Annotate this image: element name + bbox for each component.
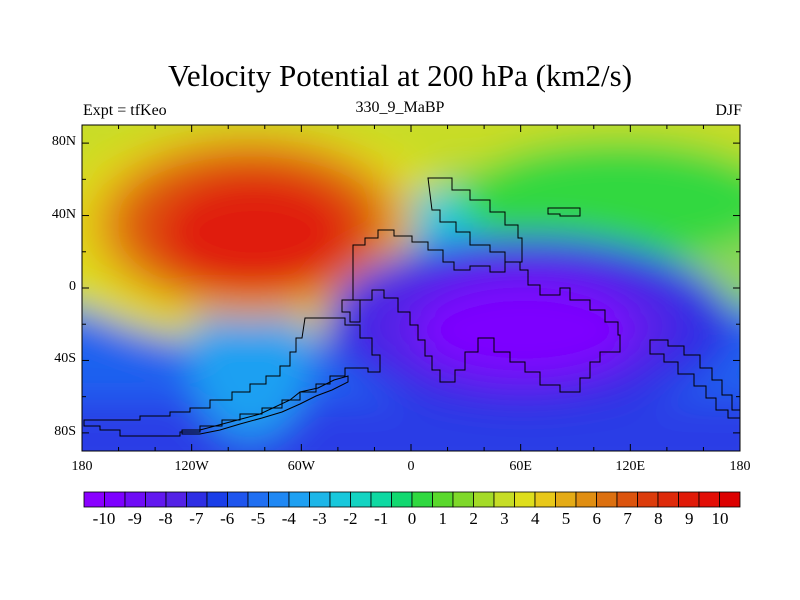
run-label: 330_9_MaBP	[355, 99, 445, 116]
field-purple-core	[415, 280, 635, 380]
colorbar-swatch	[616, 491, 638, 508]
continent-outline	[83, 317, 381, 437]
lon-tick-label: 120E	[615, 459, 646, 474]
lon-tick-label: 60E	[509, 459, 532, 474]
colorbar-swatch	[719, 491, 741, 508]
colorbar-swatch	[391, 491, 413, 508]
colorbar-swatch	[698, 491, 720, 508]
lon-tick-label: 0	[407, 459, 415, 474]
colorbar-swatch	[124, 491, 146, 508]
colorbar-swatch	[104, 491, 126, 508]
colorbar-swatch	[575, 491, 597, 508]
colorbar-label: 2	[469, 509, 478, 528]
colorbar-swatch	[247, 491, 269, 508]
page-title: Velocity Potential at 200 hPa (km2/s)	[167, 58, 633, 93]
colorbar-swatch	[514, 491, 536, 508]
colorbar-swatch	[309, 491, 331, 508]
lat-tick-label: 40S	[54, 351, 76, 367]
colorbar-label: -10	[92, 509, 116, 528]
colorbar-swatch	[350, 491, 372, 508]
colorbar-swatch	[534, 491, 556, 508]
continent-outline	[427, 177, 523, 263]
field-polar-band	[82, 400, 740, 451]
colorbar-label: -4	[281, 509, 296, 528]
colorbar-swatch	[145, 491, 167, 508]
lat-tick-label: 40N	[51, 206, 76, 222]
colorbar-swatch	[329, 491, 351, 508]
colorbar-swatch	[452, 491, 474, 508]
lon-tick-label: 180	[729, 459, 751, 474]
colorbar-label: 9	[684, 509, 694, 528]
field-green-zone	[460, 140, 740, 260]
lat-tick-label: 0	[69, 279, 76, 294]
colorbar-label: 0	[407, 509, 417, 528]
colorbar-swatch	[432, 491, 454, 508]
continent-outline	[547, 207, 581, 217]
colorbar-label: 10	[711, 509, 729, 528]
lat-tick-label: 80N	[51, 134, 76, 150]
colorbar-swatch	[473, 491, 495, 508]
continent-outline	[341, 299, 361, 323]
colorbar-label: -6	[220, 509, 235, 528]
colorbar-label: 5	[561, 509, 571, 528]
colorbar-swatch	[268, 491, 290, 508]
coastline-layer	[83, 177, 740, 437]
colorbar-swatch	[227, 491, 249, 508]
colorbar-label: -1	[374, 509, 389, 528]
experiment-label: Expt = tfKeo	[83, 102, 167, 119]
colorbar	[83, 491, 741, 508]
colorbar-label: -3	[312, 509, 327, 528]
lon-tick-label: 60W	[287, 459, 315, 474]
colorbar-label: -5	[250, 509, 266, 528]
colorbar-swatch	[370, 491, 392, 508]
continent-outline	[649, 339, 740, 419]
continent-outline	[352, 229, 621, 393]
lat-tick-label: 80S	[54, 423, 76, 439]
colorbar-swatch	[186, 491, 208, 508]
colorbar-label: -8	[158, 509, 173, 528]
colorbar-swatch	[555, 491, 577, 508]
colorbar-swatch	[493, 491, 515, 508]
season-label: DJF	[715, 102, 742, 119]
lon-tick-label: 180	[71, 459, 93, 474]
colorbar-swatch	[657, 491, 679, 508]
colorbar-swatch	[165, 491, 187, 508]
colorbar-swatch	[206, 491, 228, 508]
colorbar-label: -2	[343, 509, 358, 528]
field-red-core	[160, 177, 350, 287]
colorbar-label: 7	[623, 509, 632, 528]
colorbar-label: -9	[127, 509, 142, 528]
axis-ticks	[81, 125, 741, 451]
colorbar-swatch	[288, 491, 310, 508]
colorbar-label: 1	[438, 509, 448, 528]
colorbar-label: 8	[654, 509, 663, 528]
colorbar-swatch	[411, 491, 433, 508]
field-layer	[82, 125, 740, 451]
colorbar-swatch	[596, 491, 618, 508]
colorbar-label: 4	[530, 509, 540, 528]
colorbar-swatch	[637, 491, 659, 508]
continent-outline	[181, 375, 349, 435]
colorbar-label: 3	[500, 509, 509, 528]
colorbar-swatch	[678, 491, 700, 508]
lon-tick-label: 120W	[174, 459, 209, 474]
colorbar-label: -7	[189, 509, 204, 528]
colorbar-swatch	[83, 491, 105, 508]
colorbar-label: 6	[592, 509, 602, 528]
